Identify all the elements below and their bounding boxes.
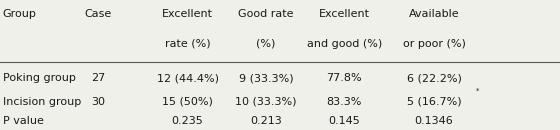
Text: 27: 27	[91, 73, 105, 83]
Text: Group: Group	[3, 9, 36, 19]
Text: (%): (%)	[256, 39, 276, 49]
Text: 15 (50%): 15 (50%)	[162, 97, 213, 107]
Text: Case: Case	[85, 9, 111, 19]
Text: 9 (33.3%): 9 (33.3%)	[239, 73, 293, 83]
Text: Excellent: Excellent	[162, 9, 213, 19]
Text: P value: P value	[3, 116, 44, 126]
Text: rate (%): rate (%)	[165, 39, 211, 49]
Text: 0.213: 0.213	[250, 116, 282, 126]
Text: Available: Available	[409, 9, 459, 19]
Text: *: *	[476, 88, 479, 94]
Text: 83.3%: 83.3%	[326, 97, 362, 107]
Text: Incision group: Incision group	[3, 97, 81, 107]
Text: 0.145: 0.145	[329, 116, 360, 126]
Text: 12 (44.4%): 12 (44.4%)	[157, 73, 218, 83]
Text: 77.8%: 77.8%	[326, 73, 362, 83]
Text: 0.1346: 0.1346	[414, 116, 454, 126]
Text: and good (%): and good (%)	[307, 39, 382, 49]
Text: Poking group: Poking group	[3, 73, 76, 83]
Text: Excellent: Excellent	[319, 9, 370, 19]
Text: 5 (16.7%): 5 (16.7%)	[407, 97, 461, 107]
Text: or poor (%): or poor (%)	[403, 39, 465, 49]
Text: 30: 30	[91, 97, 105, 107]
Text: 0.235: 0.235	[172, 116, 203, 126]
Text: 10 (33.3%): 10 (33.3%)	[235, 97, 297, 107]
Text: Good rate: Good rate	[238, 9, 294, 19]
Text: 6 (22.2%): 6 (22.2%)	[407, 73, 461, 83]
